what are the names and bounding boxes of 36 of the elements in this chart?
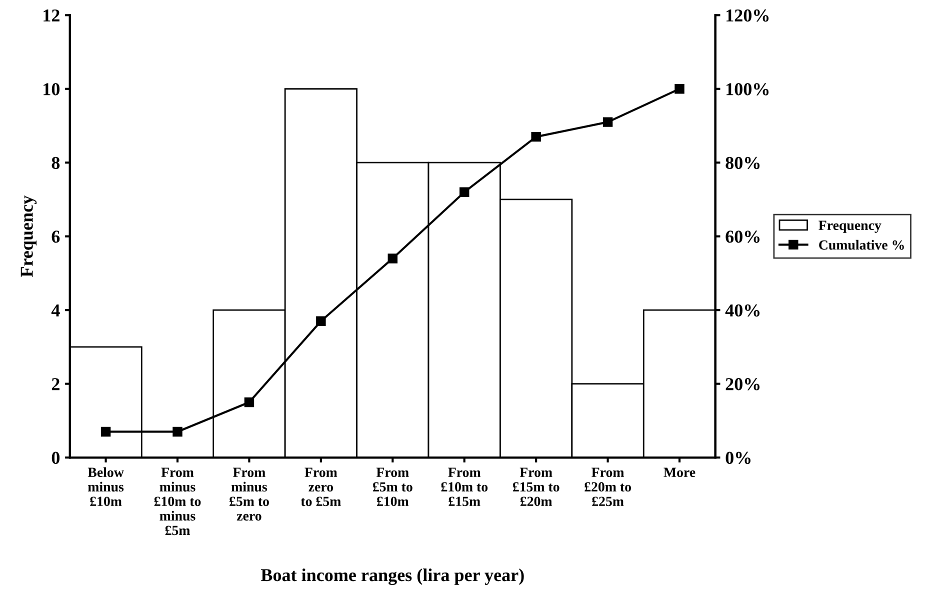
x-tick-label: From zero to £5m [300, 468, 341, 506]
y-tick-label: 2 [52, 378, 60, 390]
legend-label: Cumulative % [819, 240, 904, 250]
legend-label: Frequency [818, 220, 882, 233]
y-axis-title: Frequency [20, 196, 37, 277]
point [244, 397, 254, 408]
y-tick-label: 8 [52, 156, 60, 170]
x-tick-label: From £15m to £20m [512, 468, 560, 506]
y2-tick-label: 120% [726, 9, 769, 22]
y-tick-label: 0 [52, 452, 60, 464]
x-tick-label: From £20m to £25m [584, 468, 631, 506]
y2-tick-label: 100% [726, 83, 769, 96]
point [531, 132, 541, 142]
x-tick-label: Below minus £10m [88, 467, 124, 506]
y2-tick-label: 60% [726, 230, 760, 243]
y2-tick-label: 0% [726, 452, 750, 464]
y-tick-label: 6 [52, 230, 60, 243]
x-tick-label: From £10m to £15m [441, 468, 488, 506]
point [674, 84, 684, 94]
point [172, 426, 182, 437]
point [100, 426, 111, 437]
y2-tick-label: 80% [726, 156, 760, 170]
point [602, 117, 613, 127]
y2-tick-label: 40% [725, 304, 760, 317]
x-tick-label: More [664, 468, 696, 478]
y-tick-label: 10 [44, 83, 60, 96]
point [316, 316, 326, 326]
x-tick-label: From minus £10m to minus £5m [154, 468, 201, 536]
x-tick-label: From £5m to £10m [372, 468, 412, 506]
y-tick-label: 4 [51, 304, 60, 316]
x-axis-title: Boat income ranges (lira per year) [260, 568, 524, 586]
point [460, 187, 470, 197]
y2-tick-label: 20% [726, 378, 760, 390]
y-tick-label: 12 [44, 9, 60, 22]
x-tick-label: From minus £5m to zero [230, 468, 269, 521]
point [388, 254, 398, 264]
